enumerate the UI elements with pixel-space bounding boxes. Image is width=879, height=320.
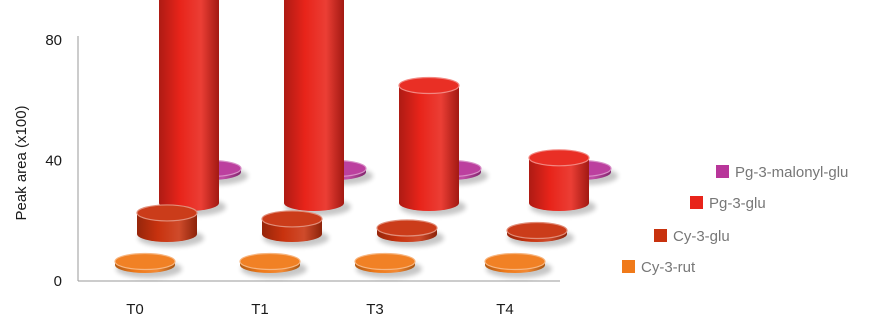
- x-tick-label: T1: [251, 301, 269, 318]
- legend-item-cy-3-rut: Cy-3-rut: [622, 259, 696, 276]
- legend-label: Cy-3-rut: [641, 259, 696, 276]
- legend-label: Cy-3-glu: [673, 228, 730, 245]
- bar-pg-3-glu-t3: [398, 76, 466, 216]
- y-axis-title: Peak area (x100): [13, 105, 30, 220]
- legend-label: Pg-3-malonyl-glu: [735, 164, 848, 181]
- bar-pg-3-glu-t1: [284, 0, 351, 216]
- legend-swatch: [716, 165, 729, 178]
- bar-pg-3-glu-t4: [528, 149, 596, 216]
- axes: 0 40 80 T0 T1 T3 T4 Peak area (x100): [13, 32, 560, 318]
- x-tick-label: T3: [366, 301, 384, 318]
- y-tick-label: 40: [45, 153, 62, 170]
- legend-item-pg-3-malonyl-glu: Pg-3-malonyl-glu: [716, 164, 848, 181]
- legend: Pg-3-malonyl-glu Pg-3-glu Cy-3-glu Cy-3-rut: [622, 164, 848, 276]
- bar-cy-3-glu-t1: [261, 210, 329, 247]
- x-tick-label: T0: [126, 301, 144, 318]
- y-tick-label: 80: [45, 32, 62, 49]
- legend-label: Pg-3-glu: [709, 195, 766, 212]
- plot-area: [114, 0, 618, 278]
- bar-cy-3-rut-t4: [484, 252, 552, 278]
- legend-swatch: [690, 196, 703, 209]
- legend-swatch: [622, 260, 635, 273]
- bar-pg-3-glu-t0: [159, 0, 226, 216]
- bar-cy-3-rut-t0: [114, 252, 182, 278]
- bar-cy-3-glu-t0: [136, 204, 204, 247]
- legend-item-cy-3-glu: Cy-3-glu: [654, 228, 730, 245]
- bar-cy-3-glu-t4: [506, 221, 574, 247]
- bar-cy-3-rut-t3: [354, 252, 422, 278]
- bar-cy-3-rut-t1: [239, 252, 307, 278]
- x-tick-label: T4: [496, 301, 514, 318]
- legend-swatch: [654, 229, 667, 242]
- legend-item-pg-3-glu: Pg-3-glu: [690, 195, 766, 212]
- bar-cy-3-glu-t3: [376, 219, 444, 247]
- y-tick-label: 0: [54, 273, 62, 290]
